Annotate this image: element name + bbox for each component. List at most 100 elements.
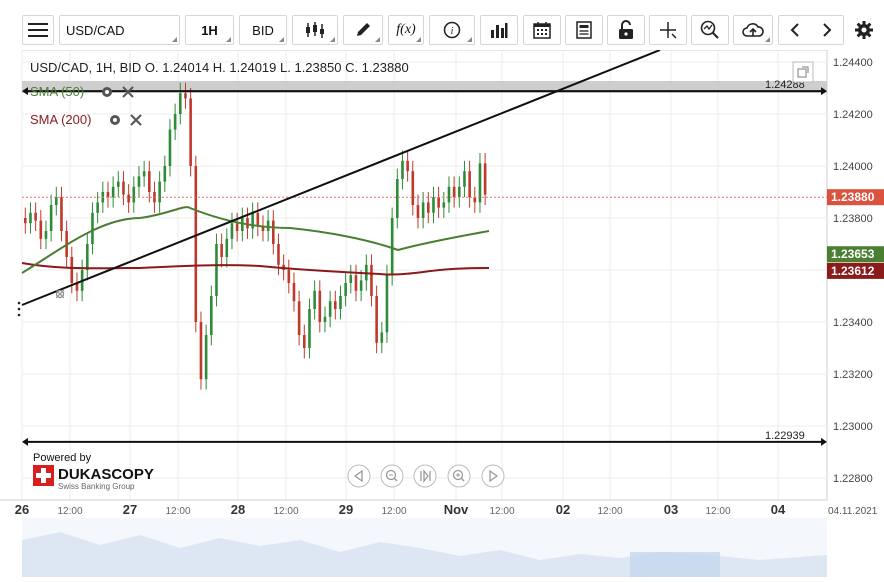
powered-by-label: Powered by <box>33 452 92 464</box>
price-tick-label: 1.23200 <box>833 369 873 381</box>
symbol-select[interactable]: USD/CAD <box>59 15 180 45</box>
zoom-out-button[interactable] <box>380 464 404 488</box>
price-tick-label: 1.23400 <box>833 317 873 329</box>
upload-button[interactable] <box>733 15 773 45</box>
candle-body <box>339 296 342 309</box>
candle-body <box>483 163 487 195</box>
candle-body <box>313 290 316 309</box>
sma200-settings-icon[interactable] <box>110 115 120 125</box>
candle-body <box>96 202 99 213</box>
candle-body <box>349 275 353 283</box>
time-tick-label: 28 <box>231 502 245 517</box>
company-name: DUKASCOPY <box>58 466 154 483</box>
plot-area <box>21 49 828 501</box>
candle-body <box>452 186 456 198</box>
menu-button[interactable] <box>22 15 54 45</box>
crosshair-button[interactable] <box>649 15 687 45</box>
popout-icon[interactable] <box>792 61 814 83</box>
calendar-button[interactable] <box>523 15 561 45</box>
candle-body <box>230 223 234 239</box>
candle-body <box>437 197 440 208</box>
candle-body <box>323 316 327 322</box>
candle-body <box>251 212 254 229</box>
candle-body <box>70 257 74 283</box>
event-marker-icon[interactable] <box>55 289 65 299</box>
sma50-badge-bg <box>827 246 884 263</box>
navigator-series <box>22 532 827 577</box>
volume-button[interactable] <box>480 15 518 45</box>
chevron-left-icon[interactable] <box>789 22 801 38</box>
current-price-badge-bg <box>827 189 884 206</box>
candle-body <box>75 283 79 291</box>
candle-body <box>29 212 32 224</box>
left-drag-handle[interactable] <box>17 301 21 317</box>
sma50-settings-icon[interactable] <box>102 87 112 97</box>
trend-line[interactable] <box>21 49 661 306</box>
sma200-close-icon[interactable] <box>130 114 142 126</box>
candle-body <box>287 270 291 283</box>
time-tick-label: 12:00 <box>489 506 514 517</box>
function-icon: f(x) <box>396 22 416 37</box>
zoom-button[interactable] <box>691 15 729 45</box>
candle-body <box>220 244 223 257</box>
candle-body <box>447 186 451 203</box>
candle-body <box>390 218 394 276</box>
candle-body <box>411 171 415 205</box>
candle-body <box>148 171 151 192</box>
time-tick-label: 12:00 <box>597 506 622 517</box>
price-chart[interactable]: 1.24288 1.22939 USD/CAD, 1H, BID O. 1.240… <box>0 49 884 577</box>
sma50-line[interactable] <box>21 206 490 274</box>
reset-zoom-button[interactable] <box>413 464 437 488</box>
price-type-select[interactable]: BID <box>239 15 287 45</box>
candle-body <box>184 93 187 99</box>
crosshair-icon <box>660 22 677 39</box>
scroll-right-button[interactable] <box>481 464 505 488</box>
zoom-in-button[interactable] <box>447 464 471 488</box>
candle-body <box>334 301 337 309</box>
price-type-label: BID <box>252 22 274 38</box>
time-tick-label: 12:00 <box>381 506 406 517</box>
settings-button[interactable] <box>848 15 880 45</box>
candle-body <box>468 171 471 198</box>
candle-body <box>272 220 275 244</box>
calendar-icon <box>533 22 551 39</box>
timeframe-label: 1H <box>201 22 218 38</box>
price-tick-label: 1.24400 <box>833 57 873 69</box>
candle-body <box>396 179 399 218</box>
candle-body <box>210 296 213 335</box>
price-tick-label: 1.22800 <box>833 473 873 485</box>
candle-body <box>385 275 389 333</box>
time-tick-label: 29 <box>339 502 353 517</box>
timeframe-select[interactable]: 1H <box>185 15 234 45</box>
candle-body <box>292 283 296 302</box>
lock-button[interactable] <box>607 15 645 45</box>
time-tick-label: 26 <box>15 502 29 517</box>
candle-body <box>60 197 63 231</box>
candle-body <box>44 231 48 239</box>
price-tick-label: 1.23000 <box>833 421 873 433</box>
candle-body <box>111 186 115 198</box>
navigator-window[interactable] <box>630 552 720 577</box>
hline-right-arrow-icon <box>821 87 827 96</box>
cloud-upload-icon <box>742 23 764 37</box>
candle-body <box>421 202 425 218</box>
time-tick-label: 12:00 <box>165 506 190 517</box>
candle-body <box>132 186 136 203</box>
candle-body <box>225 238 229 257</box>
scroll-left-button[interactable] <box>347 464 371 488</box>
sma50-close-icon[interactable] <box>122 86 134 98</box>
candle-body <box>416 205 420 218</box>
news-button[interactable] <box>565 15 603 45</box>
info-button[interactable]: i <box>429 15 475 45</box>
chart-type-button[interactable] <box>292 15 338 45</box>
price-tick-label: 1.23800 <box>833 213 873 225</box>
info-glyph: i <box>451 26 454 37</box>
draw-tool-button[interactable] <box>343 15 383 45</box>
chevron-right-icon[interactable] <box>821 22 833 38</box>
sma200-legend: SMA (200) <box>30 112 142 127</box>
candle-body <box>91 212 94 244</box>
time-axis[interactable]: 26 12:00 27 12:00 28 12:00 29 12:00 Nov 12:00 02 12… <box>15 502 786 517</box>
candle-body <box>354 275 358 291</box>
indicators-button[interactable]: f(x) <box>388 15 424 45</box>
